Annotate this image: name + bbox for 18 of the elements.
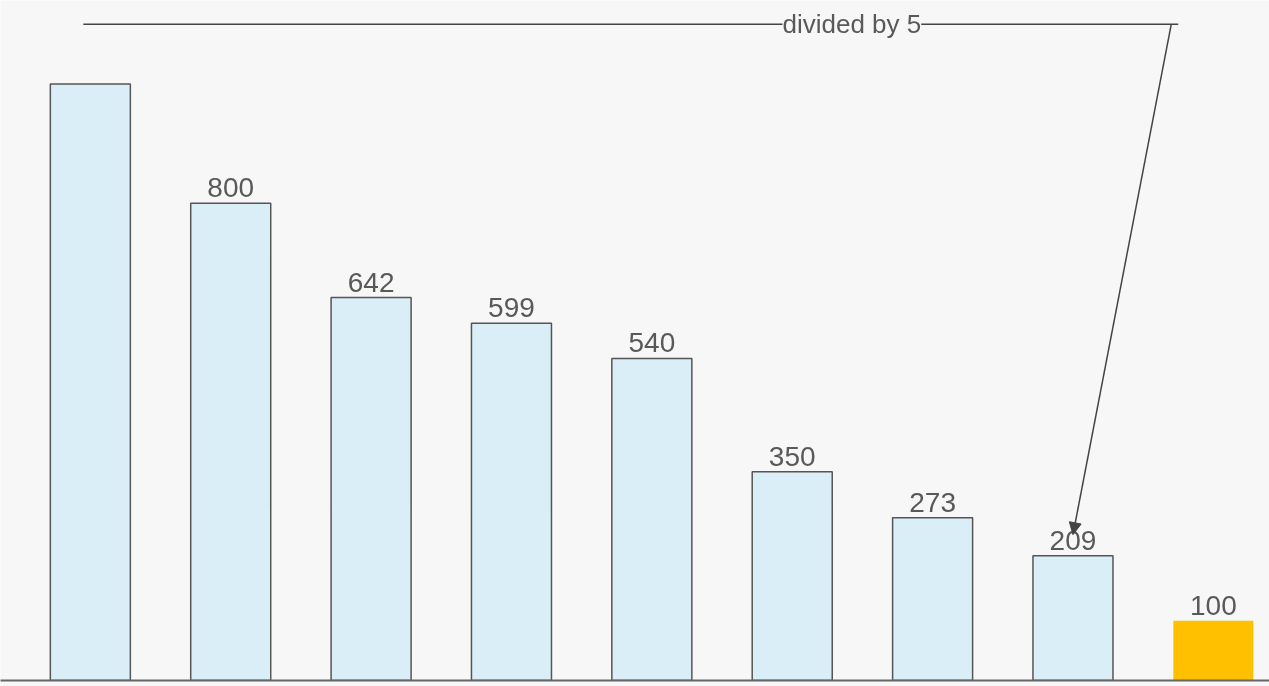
bar [891,516,974,681]
bar [189,202,272,681]
data-label: 273 [909,486,956,518]
bar [470,322,553,681]
text: divided by 5 [782,9,922,40]
bar [611,357,693,681]
bar [751,470,833,681]
bar [1173,620,1254,681]
data-label: 100 [1189,589,1237,621]
data-label: 209 [1049,524,1097,556]
data-label: 350 [768,440,816,472]
bar [330,296,412,681]
bar [1032,555,1114,681]
data-label: 800 [207,172,255,204]
data-label: 642 [347,266,395,298]
data-label: 599 [488,292,535,324]
data-label: 540 [628,327,676,359]
bar [49,83,132,681]
